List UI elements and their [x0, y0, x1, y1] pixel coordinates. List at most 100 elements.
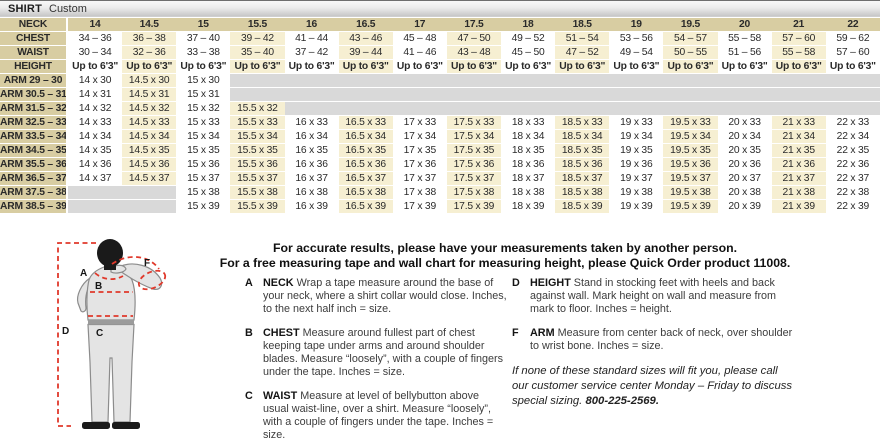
arm-measure-line — [111, 256, 160, 270]
size-cell: 57 – 60 — [825, 46, 880, 59]
size-cell: 55 – 58 — [717, 32, 772, 45]
size-cell: 59 – 62 — [825, 32, 880, 45]
size-cell: 14.5 x 37 — [122, 172, 177, 185]
size-cell: 47 – 50 — [446, 32, 501, 45]
size-cell: 19 x 33 — [609, 116, 664, 129]
size-cell: 16 x 36 — [284, 158, 339, 171]
empty-cell — [68, 200, 123, 213]
size-cell: 15 x 38 — [176, 186, 231, 199]
empty-cell — [609, 74, 664, 87]
instruction-item-height: D HEIGHT Stand in stocking feet with heel… — [512, 277, 802, 316]
row-label: ARM 32.5 – 33 — [0, 116, 68, 129]
size-cell: 22 x 35 — [825, 144, 880, 157]
size-cell: 20 x 37 — [717, 172, 772, 185]
size-cell: Up to 6'3" — [609, 60, 664, 73]
size-cell: 16 x 38 — [284, 186, 339, 199]
table-row: ARM 35.5 – 36 14 x 36 14.5 x 36 15 x 36 15.5… — [0, 158, 880, 171]
size-cell: 18 x 39 — [501, 200, 556, 213]
empty-cell — [338, 74, 393, 87]
size-cell: 16 x 35 — [284, 144, 339, 157]
measure-lines — [88, 256, 167, 317]
size-cell: 37 – 42 — [284, 46, 339, 59]
table-row: ARM 36.5 – 37 14 x 37 14.5 x 37 15 x 37 15.5… — [0, 172, 880, 185]
measuring-instructions: A B C D F For accurate results, please h… — [0, 228, 880, 445]
size-cell: 14.5 x 31 — [122, 88, 177, 101]
empty-cell — [122, 186, 177, 199]
size-cell: Up to 6'3" — [392, 60, 447, 73]
head — [97, 239, 123, 267]
size-cell: 17.5 x 37 — [446, 172, 501, 185]
size-cell: 17 x 36 — [392, 158, 447, 171]
column-header: 15 — [176, 18, 231, 31]
heading-line-1: For accurate results, please have your m… — [272, 241, 738, 255]
empty-cell — [663, 88, 718, 101]
size-cell: 19.5 x 37 — [663, 172, 718, 185]
label-c: C — [96, 328, 103, 339]
item-letter: D — [512, 277, 520, 289]
row-label: CHEST — [0, 32, 68, 45]
empty-cell — [392, 88, 447, 101]
neck-measure-line — [94, 272, 124, 280]
size-cell: 15 x 32 — [176, 102, 231, 115]
size-cell: 18 x 35 — [501, 144, 556, 157]
size-cell: 16.5 x 33 — [338, 116, 393, 129]
empty-cell — [284, 102, 339, 115]
size-cell: 14 x 34 — [68, 130, 123, 143]
size-cell: 43 – 46 — [338, 32, 393, 45]
size-cell: 15 x 37 — [176, 172, 231, 185]
size-cell: 16 x 33 — [284, 116, 339, 129]
size-cell: 17 x 38 — [392, 186, 447, 199]
size-cell: 15.5 x 39 — [230, 200, 285, 213]
instruction-item-neck: A NECK Wrap a tape measure around the bas… — [245, 277, 507, 316]
empty-cell — [555, 88, 610, 101]
empty-cell — [392, 74, 447, 87]
empty-cell — [555, 102, 610, 115]
size-cell: 15.5 x 32 — [230, 102, 285, 115]
column-header: 14.5 — [122, 18, 177, 31]
empty-cell — [68, 186, 123, 199]
size-cell: 19 x 34 — [609, 130, 664, 143]
size-cell: 21 x 34 — [771, 130, 826, 143]
size-cell: 14.5 x 33 — [122, 116, 177, 129]
empty-cell — [392, 102, 447, 115]
size-cell: 14 x 32 — [68, 102, 123, 115]
special-sizing-note: If none of these standard sizes will fit… — [512, 364, 797, 409]
size-cell: 14 x 36 — [68, 158, 123, 171]
size-cell: 22 x 36 — [825, 158, 880, 171]
size-cell: 19 x 37 — [609, 172, 664, 185]
size-cell: 18.5 x 38 — [555, 186, 610, 199]
header-row: NECK 14 14.5 15 15.5 16 16.5 17 17.5 18 18.5 19 19.5… — [0, 18, 880, 31]
row-label: ARM 36.5 – 37 — [0, 172, 68, 185]
empty-cell — [446, 88, 501, 101]
size-cell: 21 x 35 — [771, 144, 826, 157]
size-cell: 15.5 x 34 — [230, 130, 285, 143]
waistband — [88, 320, 134, 325]
size-cell: 14 x 33 — [68, 116, 123, 129]
size-cell: 19.5 x 33 — [663, 116, 718, 129]
size-cell: 17 x 35 — [392, 144, 447, 157]
size-cell: 15.5 x 38 — [230, 186, 285, 199]
column-header: 17 — [392, 18, 447, 31]
size-cell: 53 – 56 — [609, 32, 664, 45]
neck — [104, 263, 116, 270]
table-row: ARM 34.5 – 35 14 x 35 14.5 x 35 15 x 35 15.5… — [0, 144, 880, 157]
size-cell: 20 x 36 — [717, 158, 772, 171]
column-header: 16 — [284, 18, 339, 31]
instructions-column-right: D HEIGHT Stand in stocking feet with heel… — [512, 277, 802, 420]
size-cell: 20 x 35 — [717, 144, 772, 157]
size-cell: 41 – 46 — [392, 46, 447, 59]
size-cell: 17.5 x 38 — [446, 186, 501, 199]
size-cell: 14.5 x 30 — [122, 74, 177, 87]
empty-cell — [230, 74, 285, 87]
empty-cell — [122, 200, 177, 213]
size-cell: 15.5 x 37 — [230, 172, 285, 185]
note-text: If none of these standard sizes will fit… — [512, 365, 793, 407]
column-header: 21 — [771, 18, 826, 31]
label-d: D — [62, 326, 69, 337]
person-silhouette — [76, 263, 163, 423]
size-cell: 39 – 42 — [230, 32, 285, 45]
label-f: F — [144, 258, 150, 269]
size-cell: 49 – 54 — [609, 46, 664, 59]
size-cell: 47 – 52 — [555, 46, 610, 59]
size-cell: 18.5 x 39 — [555, 200, 610, 213]
